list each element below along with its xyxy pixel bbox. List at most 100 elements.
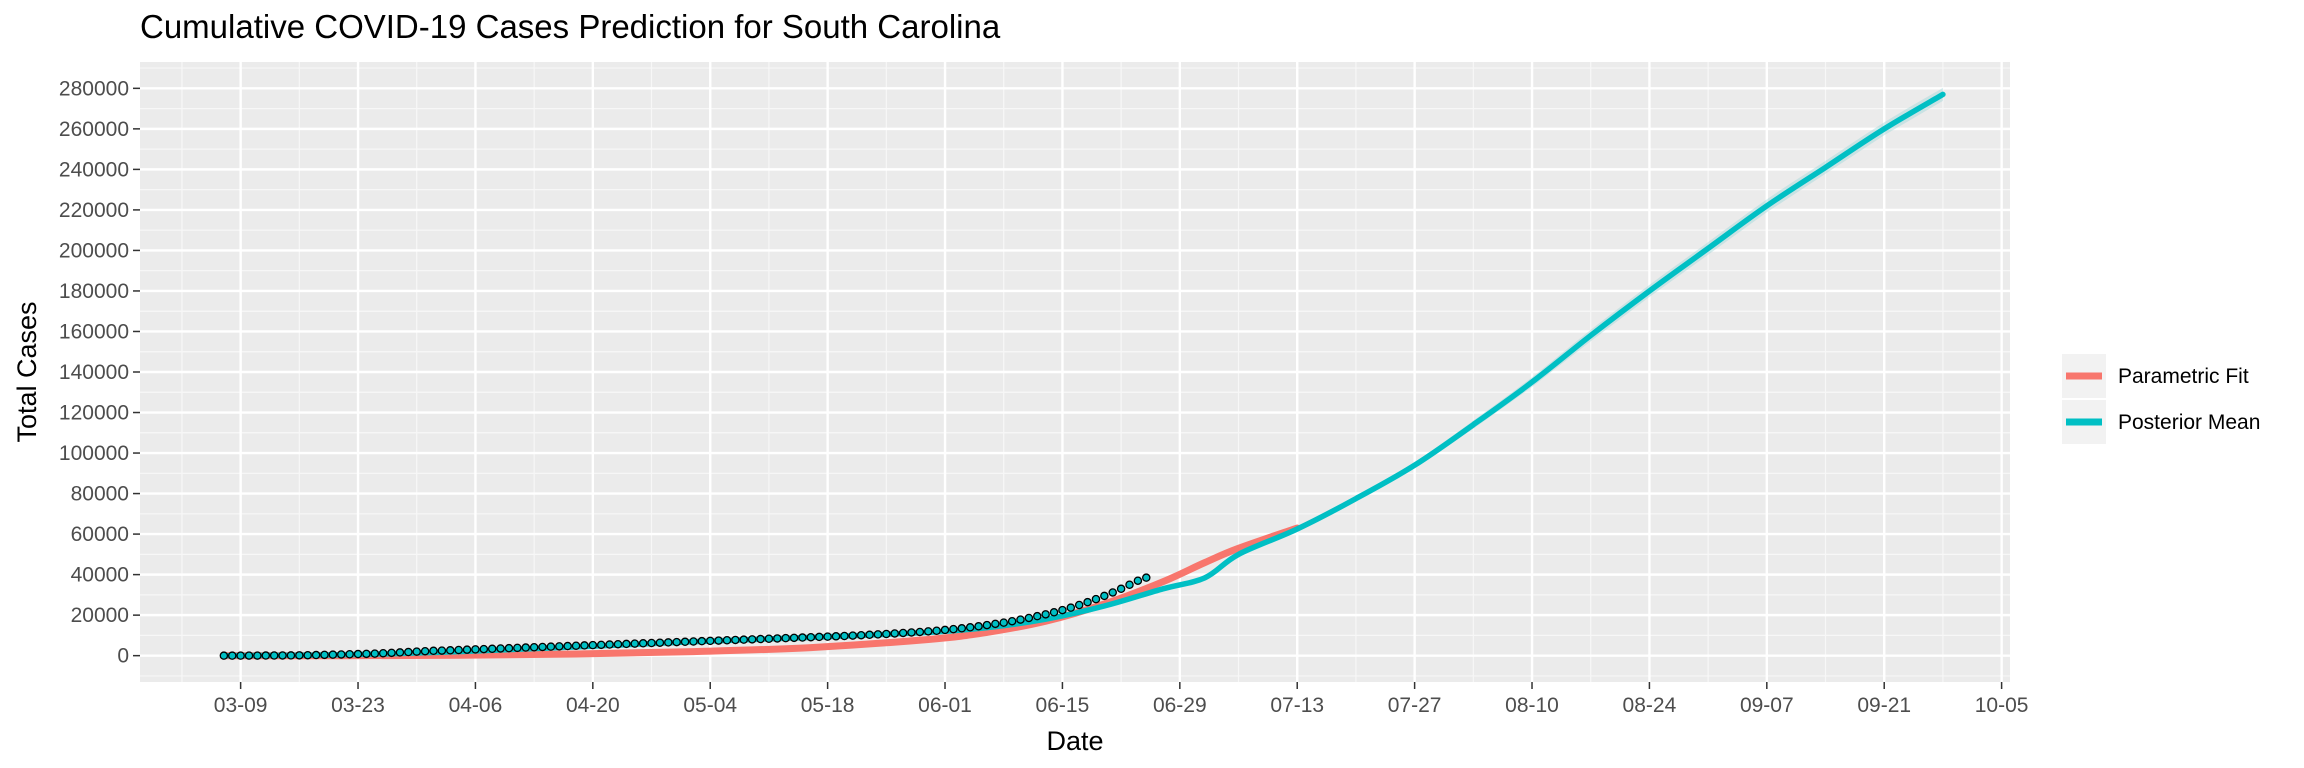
y-tick-label: 80000 [71, 483, 129, 506]
observed-point [496, 644, 505, 653]
observed-point [370, 649, 380, 658]
observed-point [378, 648, 388, 658]
observed-point [538, 642, 547, 652]
observed-point [655, 638, 665, 647]
observed-point [261, 651, 271, 660]
observed-point [429, 646, 438, 656]
observed-point [253, 651, 262, 660]
observed-point [295, 651, 304, 660]
x-tick-label: 08-24 [1623, 694, 1677, 717]
observed-point [747, 635, 757, 644]
y-tick-label: 100000 [59, 442, 129, 465]
observed-point [1066, 603, 1076, 612]
observed-point [412, 647, 421, 656]
observed-point [605, 640, 614, 649]
observed-point [982, 620, 992, 630]
observed-point [1049, 608, 1059, 617]
observed-point [798, 633, 807, 642]
observed-point [823, 632, 832, 641]
observed-point [965, 623, 975, 632]
x-axis: 03-09 03-23 04-06 04-20 05-04 05-18 06-01 06-15… [214, 682, 2029, 717]
y-tick-label: 40000 [71, 564, 129, 587]
observed-point [571, 641, 581, 650]
observed-point [1041, 610, 1050, 619]
observed-point [546, 642, 556, 651]
y-tick-label: 260000 [59, 118, 129, 141]
y-tick-label: 280000 [59, 77, 129, 100]
observed-point [1058, 605, 1067, 615]
observed-point [697, 636, 707, 646]
observed-point [630, 639, 640, 648]
observed-point [848, 631, 858, 640]
observed-point [882, 629, 891, 639]
observed-point [773, 634, 782, 643]
observed-point [814, 632, 824, 642]
observed-point [395, 648, 405, 657]
observed-point [840, 631, 849, 641]
observed-point [722, 636, 732, 645]
x-tick-label: 07-13 [1270, 694, 1324, 717]
observed-point [219, 651, 229, 660]
observed-point [949, 624, 958, 634]
observed-point [487, 644, 497, 654]
observed-point [680, 637, 690, 647]
parametric-fit-line [220, 524, 1301, 660]
observed-point [664, 638, 673, 647]
observed-point [764, 634, 774, 643]
observed-point [345, 649, 354, 659]
x-tick-label: 06-29 [1153, 694, 1207, 717]
observed-point [479, 644, 489, 654]
observed-point [1091, 594, 1101, 604]
x-tick-label: 09-07 [1740, 694, 1794, 717]
observed-point [806, 632, 816, 642]
observed-point [622, 639, 631, 649]
observed-point [1100, 591, 1109, 601]
observed-point [269, 651, 279, 660]
observed-point [1033, 611, 1042, 621]
observed-point [1016, 615, 1025, 624]
y-tick-label: 140000 [59, 361, 129, 384]
observed-point [999, 618, 1008, 627]
y-axis-title: Total Cases [12, 301, 42, 442]
observed-point [286, 651, 296, 660]
observed-point [529, 643, 539, 652]
observed-point [420, 646, 430, 656]
x-tick-label: 05-04 [683, 694, 737, 717]
observed-points-layer [219, 573, 1151, 660]
observed-point [957, 624, 967, 633]
major-gridlines [140, 62, 2010, 682]
observed-point [1108, 588, 1117, 597]
observed-point [1007, 616, 1017, 626]
observed-point [907, 628, 916, 637]
observed-point [689, 637, 698, 646]
observed-point [991, 619, 1000, 629]
observed-point [831, 632, 841, 641]
observed-point [555, 642, 564, 651]
observed-point [1074, 600, 1084, 610]
y-tick-label: 220000 [59, 199, 129, 222]
observed-point [521, 643, 530, 652]
y-axis: 0 20000 40000 60000 80000 100000 120000 140000 1… [59, 77, 140, 668]
x-tick-label: 03-23 [331, 694, 385, 717]
legend-label: Parametric Fit [2118, 365, 2249, 388]
observed-point [781, 633, 790, 643]
observed-point [756, 634, 765, 644]
observed-point [504, 643, 514, 653]
observed-point [387, 648, 396, 658]
observed-point [940, 625, 950, 635]
observed-point [1024, 613, 1034, 623]
observed-point [1133, 576, 1143, 585]
observed-point [1125, 580, 1134, 589]
observed-point [1142, 573, 1151, 582]
y-tick-label: 60000 [71, 523, 129, 546]
observed-point [303, 650, 312, 660]
x-tick-label: 10-05 [1975, 694, 2029, 717]
observed-point [580, 641, 589, 650]
observed-point [705, 636, 715, 646]
observed-point [462, 645, 472, 654]
y-tick-label: 180000 [59, 280, 129, 303]
observed-point [596, 640, 606, 650]
observed-point [613, 639, 623, 649]
observed-point [974, 622, 983, 631]
